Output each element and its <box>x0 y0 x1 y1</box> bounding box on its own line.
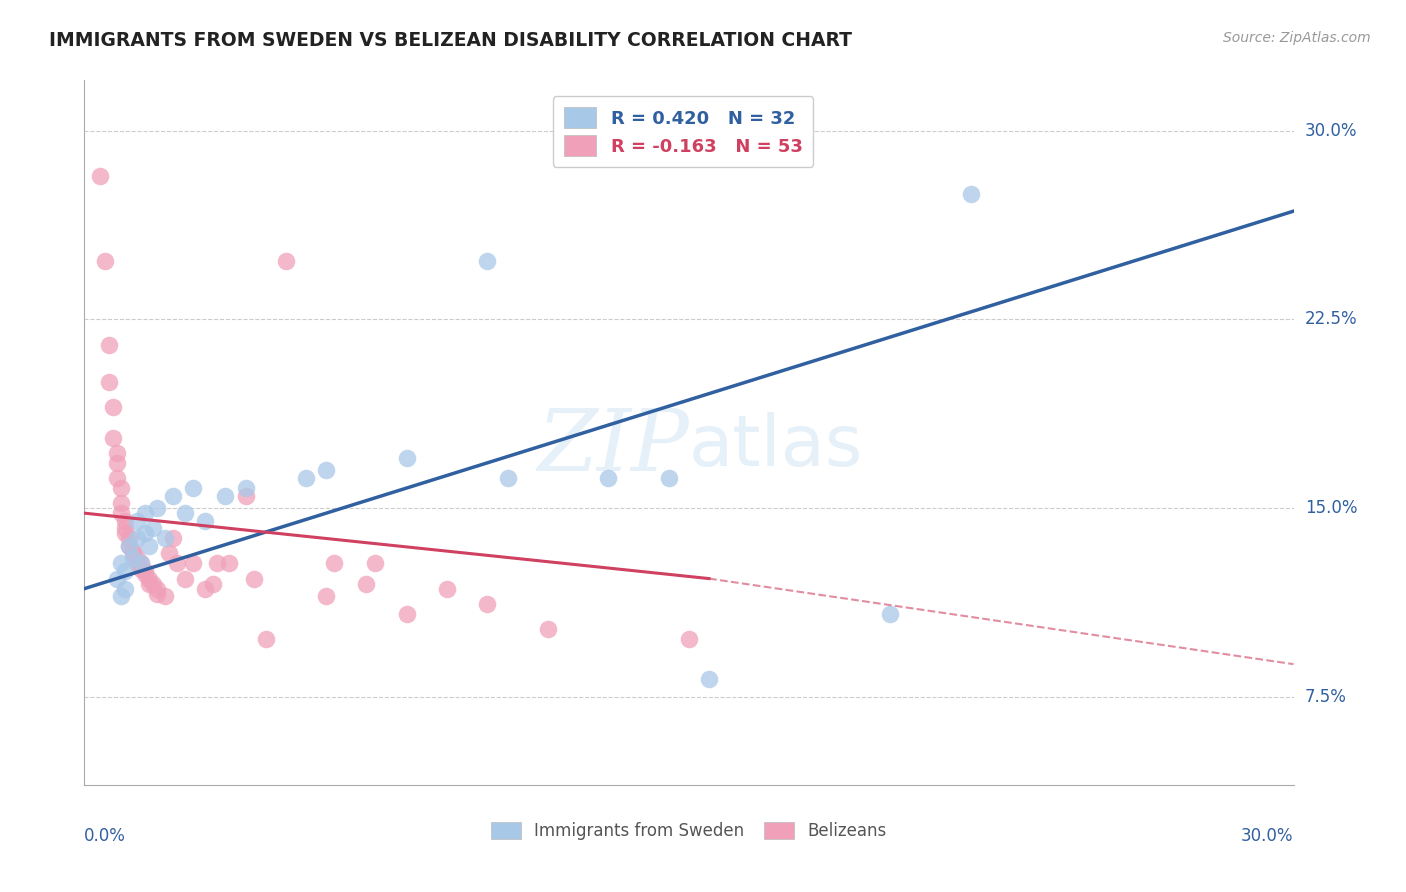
Point <box>110 557 132 571</box>
Point <box>207 557 229 571</box>
Point <box>110 481 132 495</box>
Point <box>118 539 141 553</box>
Text: ZIP: ZIP <box>537 405 689 488</box>
Point <box>121 546 143 560</box>
Point <box>242 572 264 586</box>
Point <box>97 337 120 351</box>
Point <box>960 186 983 201</box>
Point <box>477 254 499 268</box>
Point <box>134 566 156 581</box>
Text: 15.0%: 15.0% <box>1305 500 1357 517</box>
Point <box>114 526 136 541</box>
Point <box>214 489 236 503</box>
Point <box>162 489 184 503</box>
Text: 0.0%: 0.0% <box>84 827 127 846</box>
Point <box>105 572 128 586</box>
Point <box>134 506 156 520</box>
Point <box>125 514 148 528</box>
Point <box>496 471 519 485</box>
Point <box>218 557 240 571</box>
Point <box>105 471 128 485</box>
Point <box>110 589 132 603</box>
Point <box>315 589 337 603</box>
Point <box>118 531 141 545</box>
Legend: Immigrants from Sweden, Belizeans: Immigrants from Sweden, Belizeans <box>484 815 894 847</box>
Point <box>194 582 217 596</box>
Point <box>114 564 136 578</box>
Point <box>138 539 160 553</box>
Point <box>395 607 418 621</box>
Point <box>477 597 499 611</box>
Point <box>315 463 337 477</box>
Point <box>295 471 318 485</box>
Point <box>395 450 418 465</box>
Point <box>129 557 152 571</box>
Point <box>153 589 176 603</box>
Point <box>97 376 120 390</box>
Point <box>129 557 152 571</box>
Point <box>134 564 156 578</box>
Point <box>125 531 148 545</box>
Point <box>105 456 128 470</box>
Point <box>146 582 169 596</box>
Point <box>125 551 148 566</box>
Point <box>105 446 128 460</box>
Point <box>153 531 176 545</box>
Point <box>235 489 257 503</box>
Text: 22.5%: 22.5% <box>1305 310 1357 328</box>
Point <box>114 582 136 596</box>
Point <box>202 576 225 591</box>
Point <box>181 557 204 571</box>
Point <box>254 632 277 646</box>
Point <box>93 254 115 268</box>
Point <box>89 169 111 183</box>
Point <box>157 546 180 560</box>
Point <box>121 544 143 558</box>
Point <box>678 632 700 646</box>
Point <box>274 254 297 268</box>
Point <box>356 576 378 591</box>
Text: Source: ZipAtlas.com: Source: ZipAtlas.com <box>1223 31 1371 45</box>
Point <box>879 607 901 621</box>
Point <box>101 431 124 445</box>
Text: IMMIGRANTS FROM SWEDEN VS BELIZEAN DISABILITY CORRELATION CHART: IMMIGRANTS FROM SWEDEN VS BELIZEAN DISAB… <box>49 31 852 50</box>
Point <box>697 673 720 687</box>
Point <box>125 557 148 571</box>
Y-axis label: Disability: Disability <box>0 391 8 475</box>
Point <box>121 551 143 566</box>
Text: 30.0%: 30.0% <box>1305 121 1357 140</box>
Point <box>129 561 152 575</box>
Point <box>174 572 197 586</box>
Point <box>537 622 560 636</box>
Point <box>598 471 620 485</box>
Point <box>101 401 124 415</box>
Point <box>436 582 458 596</box>
Text: atlas: atlas <box>689 412 863 481</box>
Point <box>114 521 136 535</box>
Point <box>114 514 136 528</box>
Point <box>110 496 132 510</box>
Point <box>194 514 217 528</box>
Point <box>110 506 132 520</box>
Point <box>118 539 141 553</box>
Point <box>174 506 197 520</box>
Text: 30.0%: 30.0% <box>1241 827 1294 846</box>
Point <box>142 576 165 591</box>
Point <box>138 576 160 591</box>
Point <box>658 471 681 485</box>
Point <box>162 531 184 545</box>
Point <box>363 557 385 571</box>
Point <box>323 557 346 571</box>
Text: 7.5%: 7.5% <box>1305 688 1347 706</box>
Point <box>181 481 204 495</box>
Point <box>134 526 156 541</box>
Point <box>166 557 188 571</box>
Point <box>146 501 169 516</box>
Point <box>142 521 165 535</box>
Point <box>235 481 257 495</box>
Point <box>146 587 169 601</box>
Point <box>138 572 160 586</box>
